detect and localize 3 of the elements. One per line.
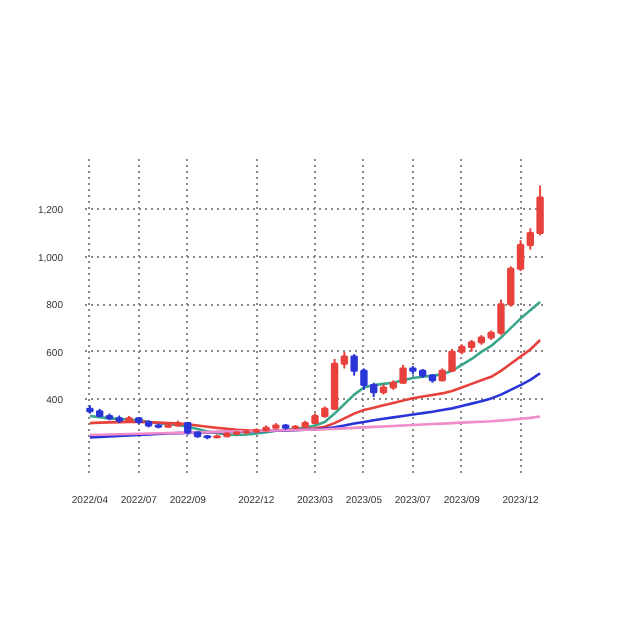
line-series: [88, 338, 542, 433]
line-series: [88, 415, 542, 437]
line-series: [88, 300, 542, 437]
